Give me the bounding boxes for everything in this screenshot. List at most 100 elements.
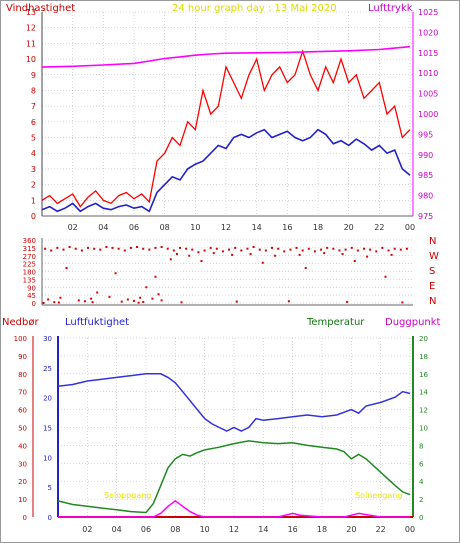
wind-pressure-grid bbox=[42, 11, 413, 217]
temperature-label: Temperatur bbox=[306, 317, 365, 328]
direction-point bbox=[47, 298, 50, 301]
direction-point bbox=[366, 255, 369, 258]
direction-point bbox=[231, 253, 234, 256]
wind-speed-tick-label: 2 bbox=[31, 181, 36, 190]
temperature-tick-label: 6 bbox=[419, 460, 424, 468]
direction-point bbox=[240, 249, 243, 252]
temperature-tick-label: 14 bbox=[419, 389, 428, 397]
humidity-tick-label: 0 bbox=[48, 514, 52, 522]
direction-point bbox=[117, 247, 120, 250]
direction-point bbox=[356, 249, 359, 252]
direction-point bbox=[123, 249, 126, 252]
wind-x-tick-label: 04 bbox=[98, 223, 108, 232]
humidity-temperature-series bbox=[57, 373, 411, 518]
direction-point bbox=[274, 254, 277, 257]
direction-point bbox=[212, 252, 215, 255]
wind-series-line-0 bbox=[41, 49, 411, 208]
direction-point bbox=[332, 247, 335, 250]
direction-point bbox=[338, 249, 341, 252]
precip-tick-label: 90 bbox=[18, 353, 27, 361]
humidity-x-tick-label: 02 bbox=[82, 525, 92, 534]
direction-point bbox=[252, 246, 255, 248]
direction-point bbox=[42, 302, 45, 304]
temperature-tick-label: 18 bbox=[419, 353, 428, 361]
wind-speed-tick-label: 3 bbox=[31, 165, 36, 174]
direction-point bbox=[166, 247, 169, 250]
direction-point bbox=[313, 250, 316, 253]
humidity-series-line-2 bbox=[58, 499, 410, 518]
direction-tick-label: 180 bbox=[23, 269, 36, 277]
wind-x-tick-label: 14 bbox=[252, 223, 262, 232]
direction-point bbox=[235, 300, 238, 303]
direction-point bbox=[375, 250, 378, 253]
direction-point bbox=[405, 247, 408, 250]
pressure-tick-label: 1000 bbox=[418, 110, 438, 119]
humidity-x-tick-label: 00 bbox=[405, 525, 415, 534]
precip-tick-label: 80 bbox=[18, 371, 27, 379]
direction-point bbox=[136, 246, 139, 248]
direction-tick-label: 270 bbox=[23, 253, 36, 261]
graph-title: 24 hour graph day : 13 Mai 2020 bbox=[172, 3, 337, 14]
direction-point bbox=[108, 295, 111, 298]
wind-series-line-1 bbox=[41, 128, 411, 213]
direction-point bbox=[53, 301, 56, 304]
humidity-tick-label: 25 bbox=[43, 365, 52, 373]
direction-point bbox=[80, 249, 83, 252]
direction-point bbox=[320, 248, 323, 251]
direction-point bbox=[62, 248, 65, 251]
direction-point bbox=[96, 291, 99, 294]
direction-point bbox=[261, 261, 264, 264]
direction-point bbox=[56, 246, 59, 249]
humidity-x-tick-label: 12 bbox=[229, 525, 239, 534]
direction-point bbox=[341, 253, 344, 255]
pressure-tick-label: 990 bbox=[418, 151, 433, 160]
direction-point bbox=[200, 260, 203, 262]
direction-point bbox=[180, 301, 183, 304]
direction-point bbox=[129, 246, 132, 249]
direction-point bbox=[369, 248, 372, 251]
wind-speed-tick-label: 9 bbox=[31, 71, 36, 80]
precip-tick-label: 50 bbox=[18, 425, 27, 433]
pressure-tick-label: 1005 bbox=[418, 90, 438, 99]
humidity-x-tick-label: 16 bbox=[288, 525, 298, 534]
wind-x-tick-label: 16 bbox=[282, 223, 292, 232]
direction-point bbox=[44, 247, 47, 250]
humidity-x-tick-label: 14 bbox=[258, 525, 268, 534]
direction-point bbox=[57, 301, 60, 304]
direction-point bbox=[74, 247, 77, 250]
wind-speed-tick-label: 12 bbox=[26, 24, 36, 33]
direction-point bbox=[401, 301, 404, 304]
precip-ticks: 0 10 20 30 40 50 60 70 80 90 100 bbox=[14, 335, 27, 522]
direction-point bbox=[172, 249, 175, 252]
wind-x-tick-label: 10 bbox=[190, 223, 200, 232]
temperature-tick-label: 20 bbox=[419, 335, 428, 343]
direction-point bbox=[344, 248, 347, 251]
wind-speed-tick-label: 10 bbox=[26, 55, 36, 64]
direction-point bbox=[393, 247, 396, 250]
wind-speed-tick-label: 1 bbox=[31, 196, 36, 205]
temperature-tick-label: 8 bbox=[419, 442, 423, 450]
compass-label: N bbox=[429, 296, 436, 307]
direction-point bbox=[188, 254, 191, 257]
precip-tick-label: 40 bbox=[18, 442, 27, 450]
direction-point bbox=[99, 248, 102, 251]
direction-point bbox=[179, 246, 181, 249]
humidity-x-tick-label: 18 bbox=[317, 525, 327, 534]
direction-point bbox=[246, 247, 249, 250]
direction-point bbox=[307, 247, 310, 250]
direction-point bbox=[283, 250, 286, 253]
direction-point bbox=[68, 246, 71, 248]
pressure-ticks: 975 980 985 990 995 1000 1005 1010 1015 1020 1025 bbox=[418, 8, 438, 221]
humidity-series-line-0 bbox=[57, 373, 411, 432]
direction-point bbox=[120, 300, 123, 303]
direction-point bbox=[175, 253, 178, 255]
direction-point bbox=[277, 247, 280, 250]
compass-label: N bbox=[429, 236, 436, 247]
compass-label: S bbox=[429, 266, 435, 277]
direction-point bbox=[111, 246, 114, 249]
direction-point bbox=[197, 251, 200, 254]
direction-point bbox=[228, 248, 231, 251]
